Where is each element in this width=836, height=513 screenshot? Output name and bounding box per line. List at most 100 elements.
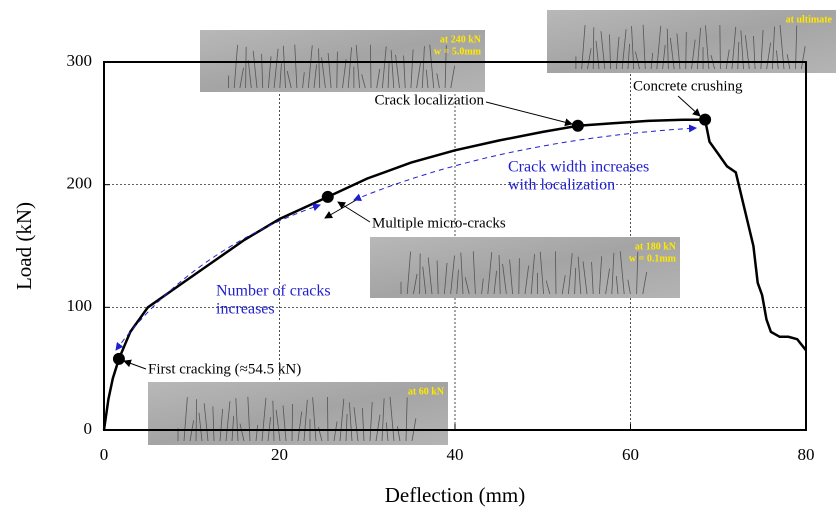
photo-crack — [231, 415, 235, 442]
photo-crack — [627, 279, 631, 295]
photo-crack — [239, 423, 245, 442]
photo-crack — [183, 397, 188, 442]
photo-crack — [245, 46, 247, 89]
photo-crack — [595, 40, 600, 70]
photo-crack — [312, 397, 317, 442]
point-marker — [321, 190, 334, 203]
photo-crack — [642, 271, 648, 295]
blue-note: with localization — [508, 177, 615, 194]
photo-crack — [518, 258, 520, 295]
photo-crack — [444, 262, 448, 295]
photo-crack — [339, 398, 345, 442]
photo-crack — [361, 74, 366, 89]
photo-crack — [307, 45, 313, 89]
photo-crack — [233, 44, 238, 89]
blue-arrow — [353, 124, 697, 202]
photo-crack — [427, 257, 433, 295]
photo-crack — [382, 46, 387, 89]
point-marker — [571, 119, 584, 132]
photo-crack — [219, 408, 224, 442]
photo-crack — [261, 53, 264, 89]
photo-crack — [577, 256, 582, 295]
photo-crack — [255, 424, 259, 442]
photo-crack — [472, 251, 476, 295]
photo-crack — [410, 49, 414, 89]
photo-label: at 60 kN — [408, 386, 445, 397]
photo-crack — [403, 55, 406, 89]
photo — [148, 382, 448, 445]
photo-crack — [294, 44, 298, 89]
blue-note: Number of cracks — [216, 283, 331, 300]
photo-crack — [413, 273, 418, 295]
photo-crack — [436, 73, 440, 89]
photo-crack — [282, 45, 286, 89]
x-tick-label: 60 — [622, 445, 639, 464]
photo-crack — [342, 59, 347, 89]
photo-crack — [203, 403, 209, 442]
x-axis-label: Deflection (mm) — [385, 483, 526, 507]
photo-label: at 240 kN — [440, 34, 482, 45]
photo-crack — [591, 261, 594, 295]
photo-crack — [327, 52, 332, 89]
photo-crack — [662, 45, 666, 70]
photo-crack — [419, 253, 421, 295]
photo-crack — [247, 60, 252, 89]
photo-crack — [450, 255, 455, 295]
blue-arrow — [115, 203, 321, 351]
photo-crack — [627, 43, 630, 70]
photo-crack — [333, 421, 338, 442]
photo-crack — [650, 52, 654, 70]
photo-crack — [235, 398, 239, 442]
photo-crack — [509, 259, 513, 295]
blue-note: increases — [216, 301, 275, 318]
photo-crack — [744, 35, 750, 70]
photo-crack — [385, 422, 389, 442]
photo-crack — [636, 251, 639, 295]
photo-crack — [275, 409, 281, 442]
photo-crack — [539, 251, 544, 295]
point-marker — [112, 352, 125, 365]
photo-crack — [487, 252, 493, 295]
photo-crack — [450, 65, 456, 89]
photo-crack — [425, 69, 429, 89]
photo-crack — [406, 251, 411, 295]
photo-crack — [247, 396, 251, 442]
photo-crack — [422, 266, 427, 295]
photo-crack — [498, 254, 501, 295]
photo-crack — [691, 39, 696, 70]
photo-crack — [615, 275, 619, 295]
photo-crack — [313, 64, 317, 89]
photo-crack — [347, 47, 352, 89]
photo-crack — [421, 46, 425, 89]
annotation: Concrete crushing — [633, 78, 743, 94]
photo-crack — [291, 404, 293, 442]
photo-crack — [429, 44, 435, 89]
photo-label: w = 5.0mm — [434, 46, 482, 57]
annotation: First cracking (≈54.5 kN) — [148, 361, 301, 377]
photo-label: at ultimate — [786, 14, 833, 25]
photo-crack — [502, 263, 507, 295]
photo-crack — [370, 44, 372, 89]
photo-crack — [456, 269, 459, 295]
photo-crack — [345, 413, 348, 442]
x-tick-label: 40 — [447, 445, 464, 464]
y-tick-label: 0 — [84, 419, 93, 438]
photo-crack — [619, 251, 625, 295]
photo-crack — [353, 407, 359, 442]
photo-crack — [582, 261, 588, 295]
photo-crack — [669, 37, 675, 70]
photo-crack — [574, 267, 577, 295]
photo-crack — [387, 61, 390, 89]
photo-crack — [261, 397, 267, 442]
photo-crack — [395, 54, 400, 89]
photo-crack — [336, 51, 338, 89]
y-tick-label: 300 — [67, 51, 93, 70]
photo-crack — [555, 251, 557, 295]
photo-crack — [376, 68, 381, 89]
annotation: Multiple micro-cracks — [372, 215, 506, 231]
arrow — [677, 95, 701, 117]
photo-crack — [297, 411, 303, 442]
photo-crack — [545, 280, 551, 295]
y-tick-label: 100 — [67, 296, 93, 315]
